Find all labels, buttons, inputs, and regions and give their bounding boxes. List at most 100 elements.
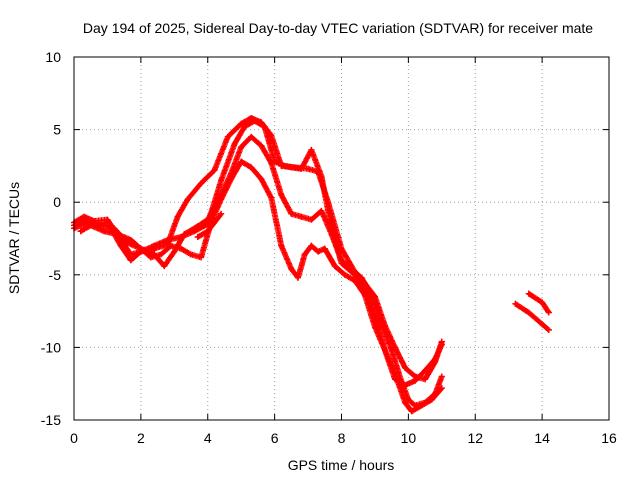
data-point [84, 219, 91, 226]
data-point [167, 242, 174, 249]
data-point [432, 356, 439, 363]
data-point [418, 402, 425, 409]
x-tick-label: 16 [601, 430, 617, 446]
data-point [268, 132, 275, 139]
data-point [298, 213, 305, 220]
x-tick-label: 14 [534, 430, 550, 446]
data-point [231, 141, 238, 148]
data-point [321, 245, 328, 252]
data-point [412, 377, 419, 384]
data-point [278, 242, 285, 249]
data-point [278, 191, 285, 198]
data-point [101, 228, 108, 235]
data-point [315, 248, 322, 255]
data-point [174, 213, 181, 220]
data-point [308, 146, 315, 153]
data-point [268, 194, 275, 201]
data-point [388, 347, 395, 354]
data-point [512, 300, 519, 307]
data-point [97, 222, 104, 229]
series-track-5 [194, 210, 225, 241]
data-point [218, 177, 225, 184]
data-point [198, 254, 205, 261]
x-tick-label: 10 [401, 430, 417, 446]
y-tick-label: -15 [41, 412, 61, 428]
data-point [361, 292, 368, 299]
data-point [308, 216, 315, 223]
data-point [525, 309, 532, 316]
data-point [318, 207, 325, 214]
x-tick-label: 12 [467, 430, 483, 446]
axes: 0 2 4 6 8 10 12 14 16 -15 -10 -5 0 5 10 [41, 49, 617, 446]
data-point [87, 222, 94, 229]
data-point [151, 245, 158, 252]
y-tick-label: -10 [41, 339, 61, 355]
data-point [305, 165, 312, 172]
data-points [71, 114, 552, 415]
data-point [181, 231, 188, 238]
data-point [295, 274, 302, 281]
data-point [211, 167, 218, 174]
x-tick-label: 2 [137, 430, 145, 446]
data-point [178, 245, 184, 252]
data-point [184, 196, 191, 203]
data-point [238, 120, 245, 127]
data-point [438, 385, 445, 392]
data-point [238, 144, 245, 151]
data-point [408, 408, 415, 415]
data-point [288, 265, 295, 272]
data-point [258, 119, 265, 126]
data-point [288, 210, 295, 217]
y-tick-label: 10 [45, 49, 61, 65]
data-point [194, 234, 201, 241]
data-point [358, 274, 365, 281]
data-point [545, 326, 552, 333]
data-point [438, 373, 445, 380]
data-point [111, 225, 118, 232]
data-point [124, 239, 131, 246]
y-tick-label: 0 [53, 194, 61, 210]
data-point [248, 114, 255, 121]
data-point [371, 324, 378, 331]
chart-title: Day 194 of 2025, Sidereal Day-to-day VTE… [83, 20, 593, 36]
data-point [228, 175, 235, 182]
data-point [248, 133, 255, 140]
data-point [137, 245, 144, 252]
data-point [191, 225, 198, 232]
data-point [301, 251, 308, 258]
x-tick-label: 4 [204, 430, 212, 446]
data-point [402, 399, 409, 406]
data-point [268, 159, 275, 166]
data-point [218, 210, 225, 217]
data-point [288, 164, 295, 171]
y-tick-label: 5 [53, 122, 61, 138]
data-point [77, 228, 84, 235]
data-point [539, 321, 546, 328]
series-track-7 [525, 290, 552, 316]
grid [74, 57, 609, 420]
data-point [127, 257, 134, 264]
data-point [157, 251, 164, 258]
y-axis-label: SDTVAR / TECUs [6, 182, 22, 294]
data-point [127, 236, 134, 243]
data-point [341, 271, 348, 278]
data-point [248, 164, 255, 171]
data-point [147, 254, 154, 261]
data-point [438, 341, 445, 348]
data-point [278, 162, 285, 169]
data-point [428, 396, 435, 403]
data-point [81, 216, 88, 223]
y-tick-label: -5 [49, 267, 62, 283]
data-point [298, 165, 305, 172]
data-point [368, 292, 375, 299]
x-tick-label: 6 [271, 430, 279, 446]
data-point [351, 277, 358, 284]
data-point [224, 133, 231, 140]
data-point [328, 231, 335, 238]
data-point [258, 142, 265, 149]
data-point [204, 228, 211, 235]
data-point [238, 158, 245, 165]
